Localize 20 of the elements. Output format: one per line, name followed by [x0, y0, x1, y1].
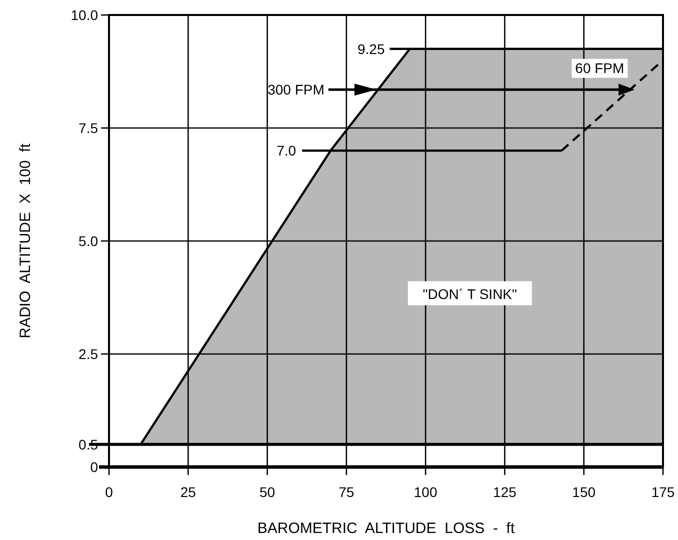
y-tick-label: 7.5: [78, 120, 98, 136]
annotation: "DON´ T SINK": [422, 286, 518, 302]
annotation: 300 FPM: [268, 82, 324, 98]
x-axis-title: BAROMETRIC ALTITUDE LOSS - ft: [257, 520, 516, 537]
annotation: 60 FPM: [575, 60, 624, 76]
y-tick-label: 5.0: [78, 233, 98, 249]
y-tick-label: 2.5: [78, 346, 98, 362]
x-tick-label: 75: [338, 484, 354, 500]
y-tick-label: 10.0: [70, 7, 98, 23]
x-tick-label: 175: [651, 484, 675, 500]
x-tick-label: 125: [493, 484, 517, 500]
x-tick-label: 100: [414, 484, 438, 500]
y-tick-label: 0: [90, 459, 98, 475]
y-axis-title: RADIO ALTITUDE X 100 ft: [17, 142, 34, 338]
x-tick-label: 25: [180, 484, 196, 500]
x-tick-label: 50: [259, 484, 276, 500]
x-tick-label: 0: [105, 484, 114, 500]
annotation: 7.0: [276, 142, 296, 159]
x-tick-label: 150: [572, 484, 596, 500]
annotation: 9.25: [357, 40, 385, 57]
